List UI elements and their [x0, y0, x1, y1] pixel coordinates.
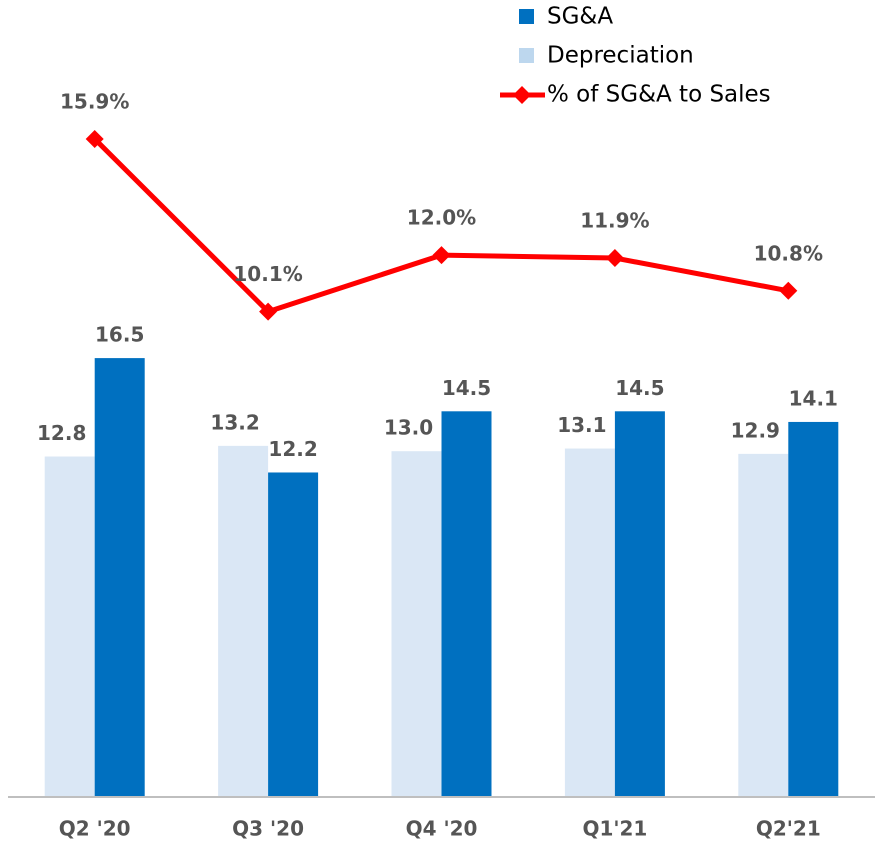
bar: [614, 411, 665, 797]
bar: [218, 445, 269, 797]
marker: [605, 249, 624, 268]
bar: [738, 453, 789, 797]
bar: [94, 358, 145, 797]
x-tick-label: Q2'21: [756, 817, 821, 841]
bar: [391, 451, 442, 797]
legend-swatch: [519, 9, 534, 24]
marker: [85, 129, 104, 148]
bar: [44, 456, 95, 797]
data-label: 14.5: [615, 376, 664, 400]
data-label: 13.1: [557, 413, 606, 437]
data-label: 12.0%: [407, 206, 476, 230]
bar: [788, 421, 839, 797]
x-tick-label: Q2 '20: [59, 817, 131, 841]
bar: [268, 472, 319, 797]
data-label: 14.5: [442, 376, 491, 400]
legend-label: Depreciation: [547, 43, 694, 69]
marker: [779, 281, 798, 300]
legend-swatch: [513, 86, 531, 104]
legend-swatch: [519, 48, 534, 63]
data-label: 10.8%: [754, 241, 823, 265]
data-label: 15.9%: [60, 89, 129, 113]
data-label: 11.9%: [580, 209, 649, 233]
data-label: 12.2: [268, 437, 317, 461]
legend-label: SG&A: [547, 4, 613, 30]
x-tick-label: Q3 '20: [232, 817, 304, 841]
x-tick-label: Q1'21: [582, 817, 647, 841]
marker: [432, 246, 451, 265]
data-label: 13.0: [384, 416, 433, 440]
data-label: 12.8: [37, 421, 86, 445]
data-label: 16.5: [95, 323, 144, 347]
marker: [259, 302, 278, 321]
data-label: 10.1%: [233, 262, 302, 286]
x-tick-label: Q4 '20: [406, 817, 478, 841]
bar: [441, 411, 492, 797]
bar: [564, 448, 615, 797]
data-label: 12.9: [731, 418, 780, 442]
data-label: 13.2: [210, 410, 259, 434]
legend-label: % of SG&A to Sales: [547, 82, 771, 108]
data-label: 14.1: [789, 386, 838, 410]
